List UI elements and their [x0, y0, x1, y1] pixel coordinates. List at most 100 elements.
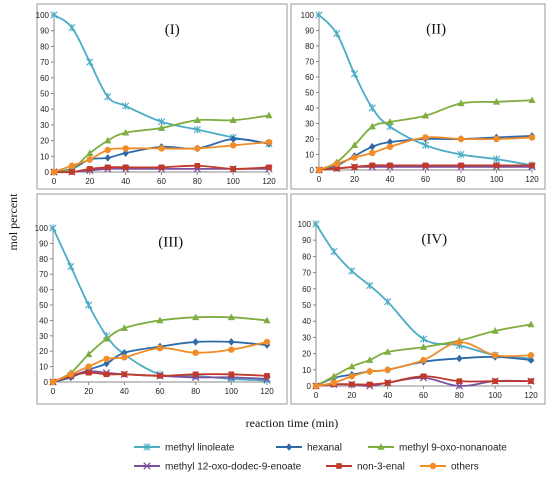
panel-i-series-others-point [158, 145, 165, 152]
panel-iii-series-methyl-9-oxo-nonanoate-point [156, 316, 164, 324]
panel-iii-x-tick-label: 0 [51, 387, 56, 396]
panel-iii-series-others-point [49, 378, 57, 386]
legend-item-methyl-12-oxo-dodec-9-enoate-label: methyl 12-oxo-dodec-9-enoate [165, 462, 302, 473]
panel-iv-series-methyl-linoleate-point [348, 267, 356, 275]
panel-iii-y-tick-label: 40 [39, 316, 48, 325]
panel-ii-y-tick-label: 90 [305, 27, 314, 36]
panel-i-y-tick-label: 70 [40, 58, 49, 67]
panel-iv-series-others-point [330, 379, 338, 386]
panel-iv-series-non-3-enal-point [492, 378, 498, 384]
panel-iv-series-methyl-linoleate-point [419, 335, 428, 343]
panel-ii-y-tick-label: 80 [305, 42, 314, 51]
panel-ii-x-tick-label: 120 [525, 175, 539, 184]
panel-ii-series-others-point [493, 135, 500, 143]
panel-iii: 0 10 20 30 40 50 60 70 80 90 100 0 20 40 60 80 100 120 (II… [35, 193, 288, 405]
panel-ii-y-tick-label: 10 [305, 151, 314, 160]
panel-iv-series-others-point [491, 352, 499, 359]
panel-iv-y-tick-label: 60 [302, 285, 311, 294]
panel-i-series-hexanal-point [229, 135, 237, 143]
panel-iv-series-methyl-linoleate-point [366, 281, 374, 290]
panel-iv-series-non-3-enal-point [528, 378, 534, 384]
panel-iv-y-tick-label: 80 [302, 252, 311, 261]
panel-iii-series-methyl-9-oxo-nonanoate-point [263, 316, 271, 324]
panel-i-series-non-3-enal-point [87, 166, 93, 172]
legend-item-methyl-12-oxo-dodec-9-enoate: methyl 12-oxo-dodec-9-enoate [134, 462, 302, 473]
panel-iii-series-others-point [121, 354, 128, 361]
panel-iv: 0 10 20 30 40 50 60 70 80 90 100 0 20 40 60 80 100 120 (IV… [290, 193, 546, 405]
panel-iv-series-others-point [384, 366, 391, 373]
panel-ii-y-tick-label: 70 [305, 58, 314, 67]
panel-iii-series-hexanal-point [192, 338, 199, 346]
panel-i-series-others-point [50, 168, 58, 176]
panel-i-series-methyl-9-oxo-nonanoate-point [265, 111, 273, 119]
panel-iii-series-others [49, 338, 271, 386]
legend-item-others-swatch-marker [429, 462, 437, 470]
panel-ii-series-non-3-enal-point [387, 162, 393, 169]
panel-ii-series-non-3-enal-point [351, 164, 358, 170]
panel-iii-y-tick-label: 20 [39, 347, 48, 356]
panel-iv-series-others-point [348, 373, 356, 380]
panel-iv-series-non-3-enal-point [349, 381, 355, 388]
panel-iii-series-methyl-linoleate-point [67, 262, 75, 271]
panel-i-y-tick-label: 30 [40, 121, 49, 130]
panel-ii-series-methyl-9-oxo-nonanoate-point [368, 122, 376, 130]
panel-iii-y-tick-label: 80 [39, 255, 48, 264]
panel-i-series-hexanal-point [122, 149, 129, 157]
panel-iii-series-others-point [192, 349, 199, 356]
panel-i-series-methyl-9-oxo-nonanoate-point [86, 149, 94, 156]
panel-ii-series-others-point [333, 160, 340, 167]
panel-iv-series-methyl-9-oxo-nonanoate-point [348, 362, 356, 370]
panel-iii-series-non-3-enal-point [121, 371, 128, 378]
panel-ii-series-others [315, 134, 536, 174]
panel-iv-series-hexanal-point [456, 354, 463, 363]
panel-iii-series-methyl-9-oxo-nonanoate-point [227, 313, 235, 321]
panel-i-series-others-point [229, 142, 237, 149]
panel-ii-y-tick-label: 20 [305, 135, 314, 144]
panel-iii-series-hexanal-point [121, 348, 128, 357]
panel-iii-y-tick-label: 70 [39, 270, 48, 279]
panel-ii-series-non-3-enal-point [422, 162, 429, 169]
panel-iv-series-methyl-linoleate-point [312, 220, 320, 228]
legend-item-methyl-linoleate-swatch-marker [143, 443, 151, 451]
panel-i-x-tick-label: 40 [121, 177, 130, 186]
panel-ii-series-methyl-9-oxo-nonanoate-point [386, 118, 394, 125]
panel-i-series-methyl-9-oxo-nonanoate-point [229, 116, 237, 123]
panel-i-series-non-3-enal-point [230, 166, 236, 172]
panel-i-series-methyl-linoleate-point [86, 58, 94, 66]
legend-item-methyl-12-oxo-dodec-9-enoate-swatch-marker [143, 462, 151, 470]
panel-iv-series-non-3-enal-point [366, 381, 373, 388]
panel-i-series-methyl-linoleate-point [193, 125, 201, 134]
panel-ii-series-non-3-enal-point [333, 165, 340, 172]
panel-i-series-methyl-9-oxo-nonanoate-point [104, 136, 112, 144]
legend: methyl linoleate hexanal methyl 9-oxo-nona… [134, 443, 507, 473]
panel-ii-series-non-3-enal-point [529, 162, 535, 169]
panel-ii-series-methyl-9-oxo-nonanoate-point [528, 96, 536, 104]
panel-i-series-non-3-enal-point [158, 164, 165, 171]
panel-i-y-tick-label: 20 [40, 137, 49, 146]
legend-item-non-3-enal-swatch-marker [336, 463, 342, 469]
panel-i-series-non-3-enal [51, 162, 272, 175]
panel-ii-series-hexanal-point [369, 142, 376, 151]
panel-i-y-tick-label: 60 [40, 74, 49, 83]
panel-iv-series-methyl-linoleate-point [384, 298, 392, 306]
panel-i-x-tick-label: 60 [157, 177, 166, 186]
panel-i-series-others-point [265, 138, 273, 146]
panel-iv-series-non-3-enal-point [384, 379, 391, 386]
panel-i-series-methyl-linoleate-point [157, 118, 166, 126]
panel-i-y-tick-label: 80 [40, 42, 49, 51]
panel-iv-series-others-point [366, 368, 373, 375]
panel-iii-series-others-point [85, 363, 92, 370]
panel-ii-series-methyl-9-oxo-nonanoate-point [421, 111, 430, 119]
panel-iii-title: (III) [158, 234, 183, 250]
panel-ii-series-others-point [351, 154, 358, 161]
panel-i-x-tick-label: 20 [85, 177, 94, 186]
panel-iv-x-tick-label: 40 [383, 391, 392, 400]
panel-ii-series-methyl-linoleate-point [457, 150, 465, 159]
panel-iv-y-tick-label: 40 [302, 317, 311, 326]
panel-iv-y-tick-label: 20 [302, 350, 311, 359]
panel-iv-series-non-3-enal-point [420, 373, 427, 380]
legend-item-non-3-enal: non-3-enal [326, 462, 405, 473]
panel-ii-series-others-point [386, 143, 394, 150]
panel-ii-series-methyl-linoleate-point [350, 70, 359, 78]
panel-iv-series-methyl-9-oxo-nonanoate-point [491, 327, 499, 334]
